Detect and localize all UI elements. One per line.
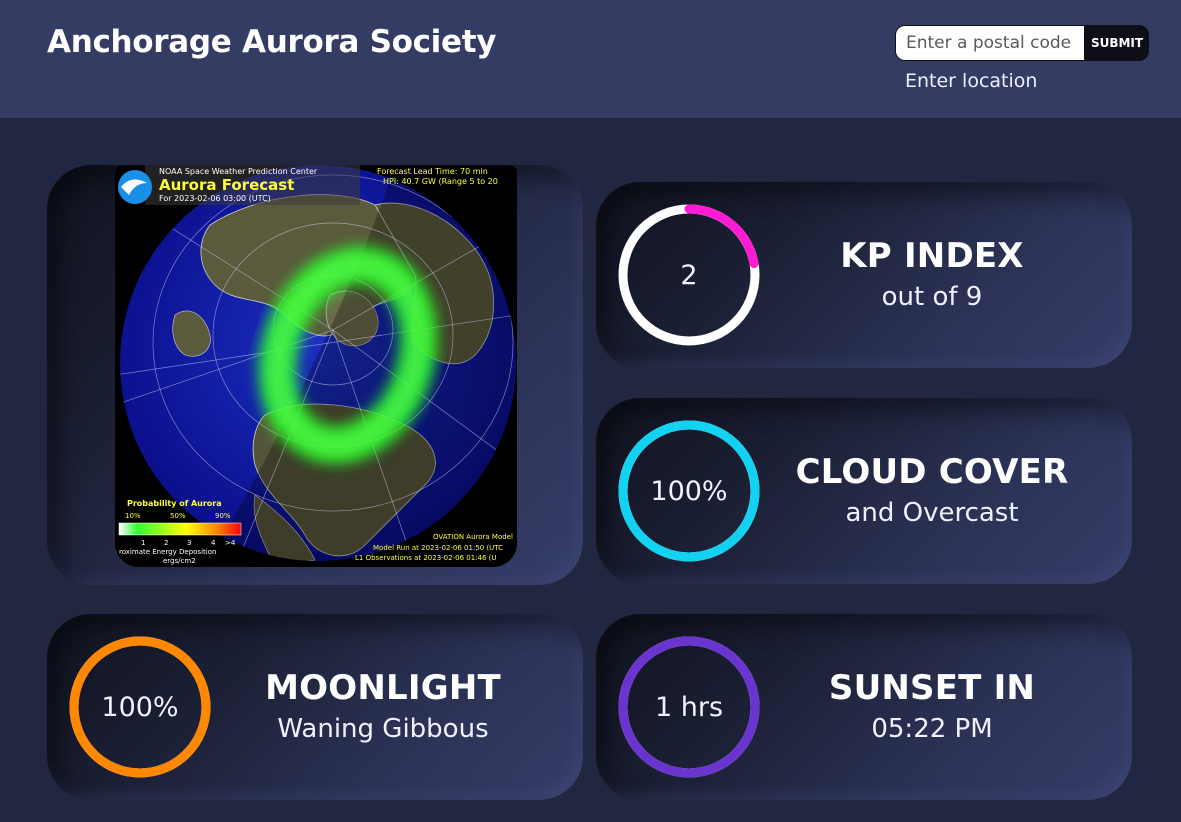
submit-button[interactable]: SUBMIT: [1085, 25, 1149, 61]
header: Anchorage Aurora Society SUBMIT Enter lo…: [0, 0, 1181, 118]
cloud-cover-ring: [618, 420, 760, 562]
legend-scale-gt4: >4: [225, 539, 236, 547]
model-observations: L1 Observations at 2023-02-06 01:46 (U: [355, 554, 497, 562]
cloud-cover-subtitle: and Overcast: [845, 498, 1019, 528]
cloud-cover-card: 100% CLOUD COVER and Overcast: [596, 398, 1132, 584]
aurora-map-graphic: NOAA Space Weather Prediction Center Aur…: [115, 165, 517, 567]
kp-index-value: 2: [680, 259, 698, 291]
cloud-cover-value: 100%: [650, 475, 728, 507]
map-title: Aurora Forecast: [159, 176, 294, 194]
sunset-value: 1 hrs: [654, 691, 724, 723]
legend-scale-3: 3: [187, 539, 191, 547]
legend-scale-2: 2: [164, 539, 168, 547]
sunset-card: 1 hrs SUNSET IN 05:22 PM: [596, 614, 1132, 800]
legend-pct-10: 10%: [125, 512, 141, 520]
moonlight-card: 100% MOONLIGHT Waning Gibbous: [47, 614, 583, 800]
location-label: Enter location: [905, 70, 1038, 92]
legend-scale-1: 1: [141, 539, 145, 547]
postal-code-input[interactable]: [896, 26, 1084, 60]
kp-index-ring: [618, 204, 760, 346]
legend-pct-50: 50%: [170, 512, 186, 520]
sunset-ring: [618, 636, 760, 778]
aurora-forecast-map: NOAA Space Weather Prediction Center Aur…: [115, 165, 517, 567]
legend-pct-90: 90%: [215, 512, 231, 520]
sunset-title: SUNSET IN: [828, 668, 1036, 708]
kp-index-title: KP INDEX: [840, 236, 1024, 276]
legend-title: Probability of Aurora: [127, 499, 222, 508]
legend-scale-4: 4: [211, 539, 216, 547]
map-agency: NOAA Space Weather Prediction Center: [159, 167, 318, 176]
moonlight-title: MOONLIGHT: [265, 668, 501, 708]
map-hpi: HPI: 40.7 GW (Range 5 to 20: [383, 177, 498, 186]
site-title: Anchorage Aurora Society: [47, 24, 497, 60]
moonlight-subtitle: Waning Gibbous: [277, 714, 489, 744]
legend-color-bar: [118, 522, 242, 536]
moonlight-value: 100%: [101, 691, 179, 723]
kp-index-subtitle: out of 9: [881, 282, 983, 312]
aurora-map-card: NOAA Space Weather Prediction Center Aur…: [47, 165, 583, 585]
legend-energy-label: roximate Energy Deposition: [119, 548, 216, 556]
map-lead-time: Forecast Lead Time: 70 min: [377, 167, 488, 176]
model-run: Model Run at 2023-02-06 01:50 (UTC: [373, 544, 503, 552]
kp-index-card: 2 KP INDEX out of 9: [596, 182, 1132, 368]
cloud-cover-title: CLOUD COVER: [795, 452, 1069, 492]
model-name: OVATION Aurora Model: [433, 533, 513, 541]
sunset-time: 05:22 PM: [871, 714, 993, 744]
postal-search-form: SUBMIT: [895, 25, 1149, 61]
map-forecast-time: For 2023-02-06 03:00 (UTC): [159, 194, 271, 203]
legend-energy-unit: ergs/cm2: [163, 557, 196, 565]
moonlight-ring: [69, 636, 211, 778]
